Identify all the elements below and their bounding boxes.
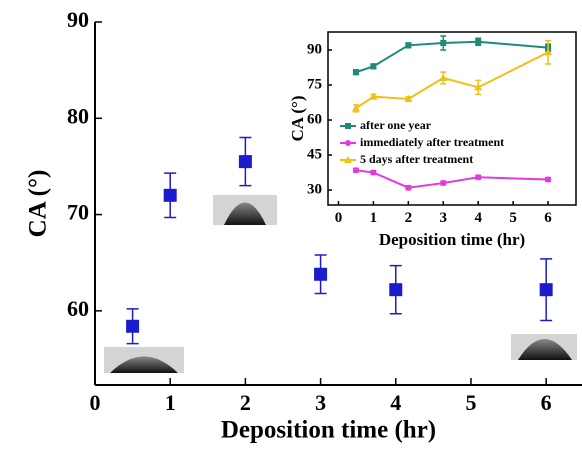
x-tick-label: 1 — [370, 210, 378, 226]
legend-label: 5 days after treatment — [360, 152, 473, 166]
data-point — [314, 267, 328, 281]
x-tick-label: 6 — [544, 210, 552, 226]
x-tick-label: 4 — [474, 210, 482, 226]
droplet-image — [511, 334, 577, 360]
x-tick-label: 2 — [240, 390, 251, 415]
x-tick-label: 0 — [335, 210, 343, 226]
data-point — [238, 155, 252, 169]
y-tick-label: 60 — [67, 296, 89, 321]
data-point — [405, 184, 412, 191]
y-tick-label: 30 — [307, 181, 322, 197]
legend-label: immediately after treatment — [360, 135, 504, 149]
x-axis-label: Deposition time (hr) — [379, 230, 525, 249]
data-point — [126, 319, 140, 333]
y-tick-label: 60 — [307, 111, 322, 127]
y-tick-label: 45 — [307, 146, 322, 162]
data-point — [439, 73, 448, 81]
x-tick-label: 3 — [315, 390, 326, 415]
y-tick-label: 70 — [67, 200, 89, 225]
plot-frame — [327, 31, 577, 206]
legend-label: after one year — [360, 118, 432, 132]
y-tick-label: 80 — [67, 103, 89, 128]
data-point — [352, 69, 359, 76]
data-point — [369, 92, 378, 100]
x-tick-label: 2 — [405, 210, 413, 226]
data-point — [370, 63, 377, 70]
x-tick-label: 3 — [440, 210, 448, 226]
x-tick-label: 6 — [541, 390, 552, 415]
data-point — [475, 174, 482, 181]
x-tick-label: 5 — [465, 390, 476, 415]
droplet-image — [104, 347, 184, 373]
legend-marker — [344, 156, 352, 163]
y-axis-label: CA (°) — [288, 96, 307, 142]
y-axis-label: CA (°) — [25, 170, 52, 238]
y-tick-label: 75 — [307, 76, 322, 92]
data-point — [440, 39, 447, 46]
y-tick-label: 90 — [67, 7, 89, 32]
y-tick-label: 90 — [307, 41, 322, 57]
x-axis-label: Deposition time (hr) — [221, 417, 436, 444]
droplet-image — [213, 195, 277, 225]
x-tick-label: 0 — [90, 390, 101, 415]
legend-marker — [345, 123, 351, 129]
data-point — [351, 104, 360, 112]
x-tick-label: 5 — [509, 210, 517, 226]
data-point — [475, 38, 482, 45]
data-point — [404, 95, 413, 103]
data-point — [405, 42, 412, 49]
data-point — [539, 283, 553, 297]
data-point — [474, 83, 483, 91]
data-point — [544, 48, 553, 56]
data-point — [163, 188, 177, 202]
x-tick-label: 1 — [165, 390, 176, 415]
x-tick-label: 4 — [390, 390, 401, 415]
legend-marker — [345, 140, 351, 146]
data-point — [370, 169, 377, 176]
data-point — [440, 180, 447, 187]
data-point — [389, 283, 403, 297]
data-point — [352, 167, 359, 174]
data-point — [545, 176, 552, 183]
